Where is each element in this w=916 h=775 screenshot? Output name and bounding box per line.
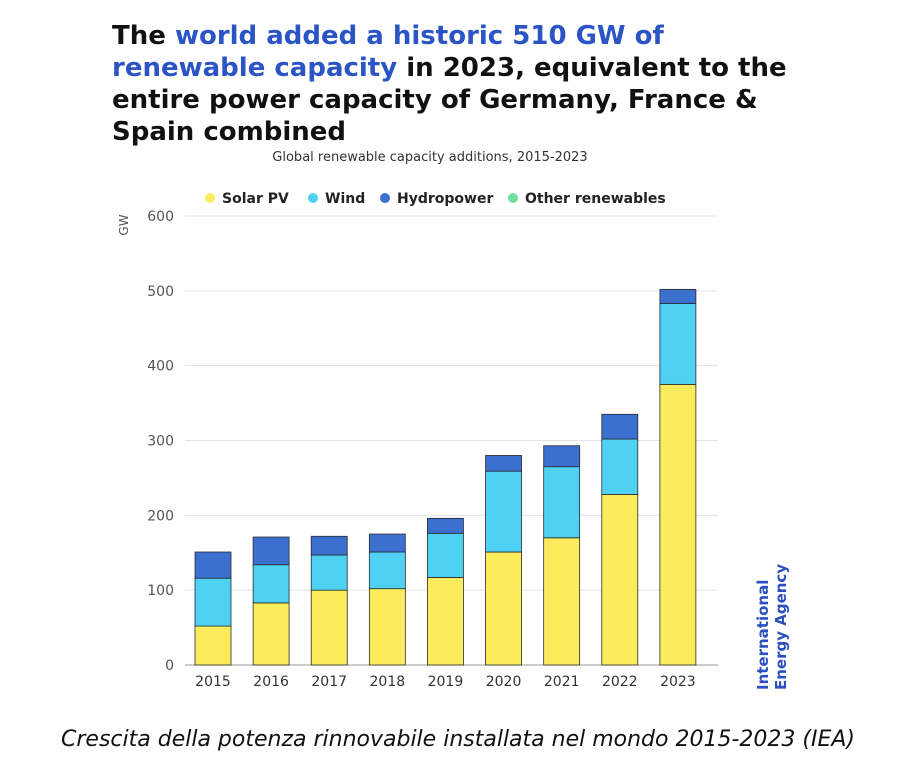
- bar-solar-pv-2017: [310, 589, 348, 666]
- bar-solar-pv-2015: [194, 625, 232, 666]
- bar-wind-2015: [194, 577, 232, 627]
- x-tick-label: 2023: [660, 674, 696, 690]
- legend-label: Hydropower: [397, 191, 493, 207]
- x-tick-label: 2019: [428, 674, 464, 690]
- y-tick-label: 500: [147, 284, 174, 300]
- bar-wind-2019: [427, 532, 464, 578]
- legend-label: Other renewables: [525, 191, 666, 207]
- bar-wind-2018: [368, 551, 406, 590]
- y-tick-label: 100: [147, 583, 174, 599]
- bar-solar-pv-2021: [543, 537, 581, 666]
- bar-hydropower-2015: [194, 551, 232, 579]
- x-tick-label: 2016: [253, 674, 289, 690]
- headline-part1: The: [112, 21, 175, 51]
- headline-highlight: world added a historic 510 GW of renewab…: [112, 21, 664, 83]
- legend-marker: [308, 193, 318, 203]
- legend-label: Solar PV: [222, 191, 289, 207]
- iea-logo-line1: International: [754, 579, 772, 690]
- x-tick-label: 2021: [544, 674, 580, 690]
- y-axis-label: GW: [117, 214, 131, 235]
- bar-solar-pv-2016: [252, 602, 290, 666]
- bar-hydropower-2022: [601, 413, 639, 440]
- bar-wind-2022: [601, 438, 639, 495]
- bar-wind-2017: [310, 554, 348, 591]
- bar-wind-2016: [252, 564, 290, 604]
- x-tick-label: 2018: [370, 674, 406, 690]
- x-tick-label: 2017: [311, 674, 347, 690]
- iea-logo: International Energy Agency: [754, 564, 790, 690]
- headline-part2: in 2023, equivalent to the entire power …: [112, 53, 787, 147]
- y-tick-label: 400: [147, 359, 174, 375]
- bar-hydropower-2023: [659, 288, 697, 304]
- y-tick-label: 600: [147, 209, 174, 225]
- bar-hydropower-2021: [543, 445, 581, 468]
- legend-label: Wind: [325, 191, 365, 207]
- bar-wind-2020: [485, 470, 522, 553]
- x-tick-label: 2015: [195, 674, 231, 690]
- legend-marker: [205, 193, 215, 203]
- iea-logo-line2: Energy Agency: [772, 563, 790, 690]
- y-tick-label: 200: [147, 508, 174, 524]
- bar-hydropower-2016: [252, 536, 290, 566]
- bar-solar-pv-2023: [659, 383, 697, 666]
- caption: Crescita della potenza rinnovabile insta…: [61, 727, 855, 752]
- bar-hydropower-2019: [427, 517, 464, 534]
- bar-solar-pv-2020: [485, 551, 522, 666]
- chart-title: Global renewable capacity additions, 201…: [272, 150, 588, 165]
- y-tick-label: 0: [165, 658, 174, 674]
- headline: The world added a historic 510 GW of ren…: [112, 20, 812, 148]
- bar-hydropower-2017: [310, 535, 348, 556]
- bar-wind-2021: [543, 466, 581, 539]
- bar-solar-pv-2022: [601, 493, 639, 666]
- bar-solar-pv-2018: [368, 588, 406, 666]
- legend-marker: [380, 193, 390, 203]
- y-tick-label: 300: [147, 434, 174, 450]
- bar-hydropower-2018: [368, 533, 406, 553]
- x-tick-label: 2020: [486, 674, 522, 690]
- x-tick-label: 2022: [602, 674, 638, 690]
- bar-solar-pv-2019: [427, 577, 464, 666]
- bar-wind-2023: [659, 303, 697, 385]
- bar-hydropower-2020: [485, 455, 522, 472]
- legend-marker: [508, 193, 518, 203]
